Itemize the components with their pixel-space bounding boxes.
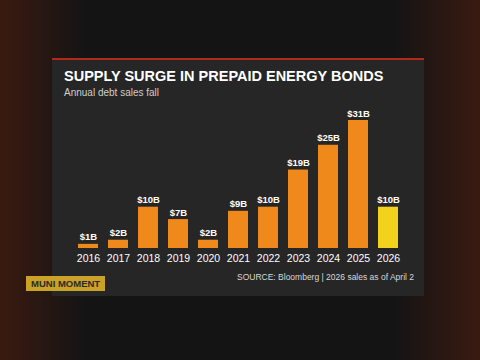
html-text:MUNI MOMENT: MUNI MOMENT: [31, 278, 101, 289]
svg-text:$19B: $19B: [287, 157, 310, 168]
html-text:SUPPLY SURGE IN PREPAID ENERGY: SUPPLY SURGE IN PREPAID ENERGY BONDS: [64, 68, 384, 84]
svg-text:2021: 2021: [227, 252, 251, 264]
svg-text:2018: 2018: [137, 252, 161, 264]
svg-text:$10B: $10B: [377, 194, 400, 205]
svg-text:2019: 2019: [167, 252, 191, 264]
svg-text:2024: 2024: [317, 252, 341, 264]
svg-text:$10B: $10B: [137, 194, 160, 205]
svg-text:2025: 2025: [347, 252, 371, 264]
svg-text:$10B: $10B: [257, 194, 280, 205]
svg-text:2026: 2026: [377, 252, 401, 264]
svg-text:2017: 2017: [107, 252, 131, 264]
html-text:SOURCE: Bloomberg | 2026 sales: SOURCE: Bloomberg | 2026 sales as of Apr…: [237, 272, 414, 282]
svg-text:$2B: $2B: [110, 227, 128, 238]
svg-text:2016: 2016: [77, 252, 101, 264]
html-text:Annual debt sales fall: Annual debt sales fall: [64, 87, 160, 98]
svg-text:2023: 2023: [287, 252, 311, 264]
svg-text:$25B: $25B: [317, 132, 340, 143]
svg-text:$2B: $2B: [200, 227, 218, 238]
svg-text:$9B: $9B: [230, 198, 248, 209]
svg-text:2020: 2020: [197, 252, 221, 264]
svg-text:2022: 2022: [257, 252, 281, 264]
svg-text:$7B: $7B: [170, 207, 188, 218]
svg-text:$1B: $1B: [80, 231, 98, 242]
svg-text:$31B: $31B: [347, 108, 370, 119]
